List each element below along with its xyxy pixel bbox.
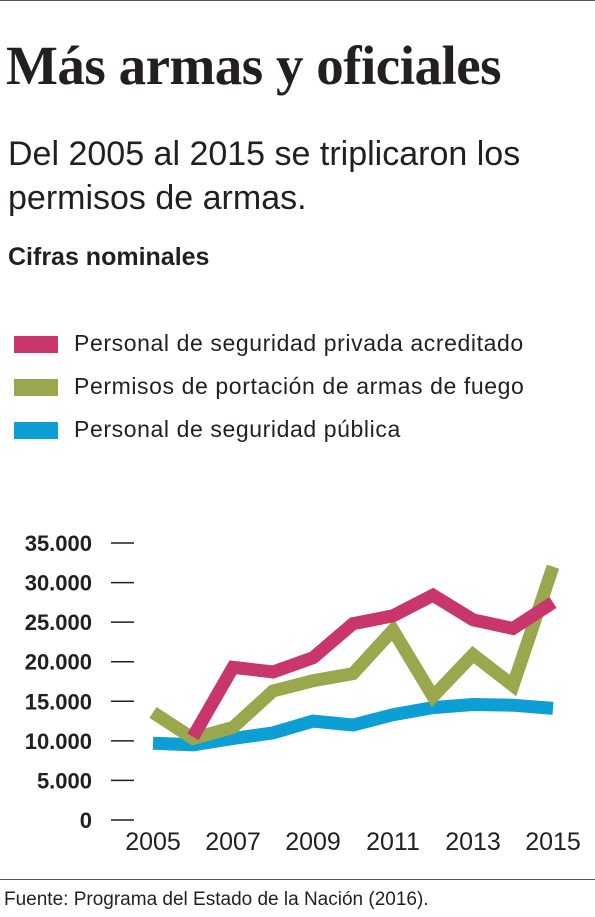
x-tick-label: 2011 [366,828,420,856]
x-tick-label: 2015 [525,828,581,856]
y-tick-label: 5.000 [37,768,92,793]
legend-label: Permisos de portación de armas de fuego [74,373,525,399]
olive-swatch-icon [14,379,58,396]
y-tick-label: 0 [80,808,92,833]
x-axis: 2005 2007 2009 2011 2013 2015 [125,828,581,856]
y-axis: 35.000 30.000 25.000 20.000 15.000 10.000 5.00… [25,531,134,833]
y-tick-label: 35.000 [25,531,92,556]
top-rule [0,0,595,1]
line-chart: 35.000 30.000 25.000 20.000 15.000 10.000 5.00… [25,531,581,856]
chart-title: Más armas y oficiales [6,35,502,96]
series-line-0 [187,587,557,741]
source-note: Fuente: Programa del Estado de la Nación… [4,889,429,910]
y-tick-label: 25.000 [25,610,92,635]
legend-label: Personal de seguridad pública [74,416,401,442]
series-line-1 [149,564,560,746]
source-rule [0,879,595,880]
x-tick-label: 2013 [445,828,501,856]
chart-subtitle: Del 2005 al 2015 se triplicaron los perm… [8,135,521,217]
legend-label: Personal de seguridad privada acreditado [74,330,524,356]
magenta-swatch-icon [14,336,58,353]
y-tick-label: 20.000 [25,650,92,675]
series-lines [149,564,560,752]
x-tick-label: 2007 [205,828,261,856]
series-line-2 [152,697,554,752]
section-label: Cifras nominales [8,243,210,271]
y-tick-label: 30.000 [25,571,92,596]
x-tick-label: 2005 [125,828,181,856]
blue-swatch-icon [14,422,58,439]
y-tick-label: 10.000 [25,729,92,754]
y-tick-label: 15.000 [25,689,92,714]
x-tick-label: 2009 [285,828,341,856]
